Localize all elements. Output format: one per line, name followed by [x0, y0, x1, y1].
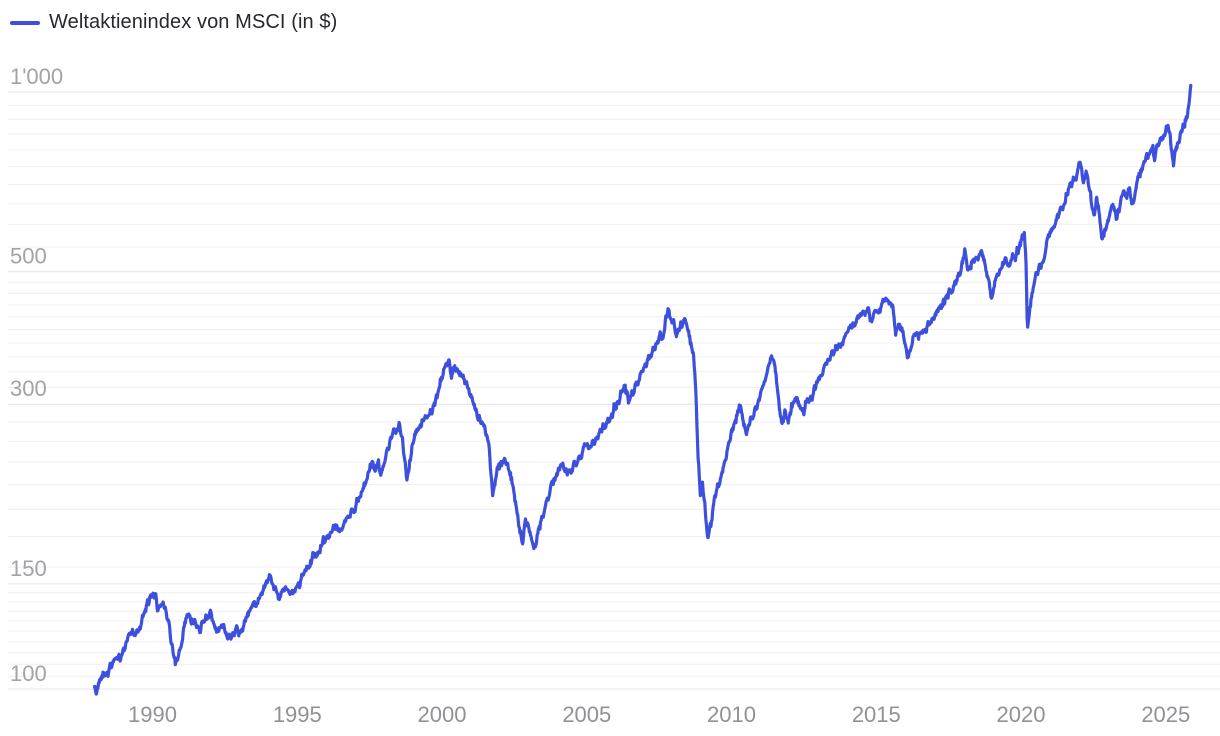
major-gridlines	[8, 91, 1220, 690]
x-axis-tick-label: 1990	[128, 702, 177, 727]
x-axis-tick-label: 2020	[997, 702, 1046, 727]
x-axis-tick-labels: 1990 1995 2000 2005 2010 2015 2020 2025	[128, 702, 1190, 727]
x-axis-tick-label: 2005	[562, 702, 611, 727]
x-axis-tick-label: 2025	[1141, 702, 1190, 727]
minor-gridlines	[8, 104, 1220, 677]
y-axis-tick-label: 100	[10, 661, 47, 686]
legend-label: Weltaktienindex von MSCI (in $)	[49, 11, 338, 33]
series-line-msci-world	[93, 83, 1193, 696]
y-axis-tick-labels: 100 150 300 500 1'000	[10, 64, 63, 686]
y-axis-tick-label: 150	[10, 556, 47, 581]
x-axis-tick-label: 2000	[418, 702, 467, 727]
x-axis-tick-label: 1995	[273, 702, 322, 727]
legend-line-swatch-icon	[10, 20, 40, 25]
y-axis-tick-label: 500	[10, 244, 47, 269]
legend: Weltaktienindex von MSCI (in $)	[10, 11, 337, 34]
x-axis-tick-label: 2015	[852, 702, 901, 727]
x-axis-tick-label: 2010	[707, 702, 756, 727]
y-axis-tick-label: 1'000	[10, 64, 63, 89]
y-axis-tick-label: 300	[10, 376, 47, 401]
